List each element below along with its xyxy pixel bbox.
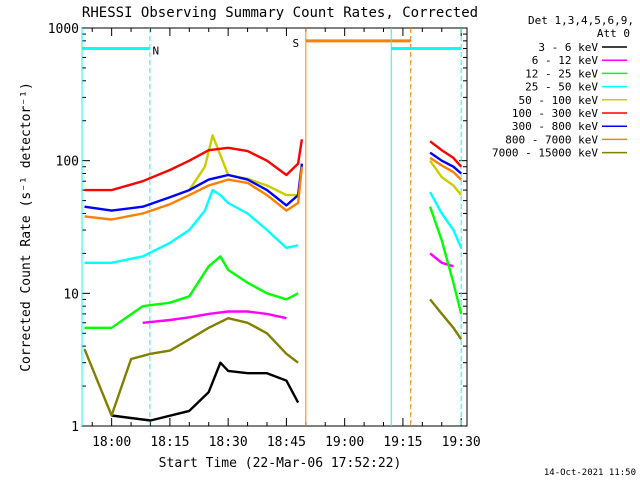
legend-entry-label: 3 - 6 keV	[538, 41, 598, 54]
x-axis-label: Start Time (22-Mar-06 17:52:22)	[159, 456, 402, 471]
y-tick-label: 1	[71, 420, 79, 435]
interval-label: N	[153, 45, 160, 58]
legend-entry-label: 7000 - 15000 keV	[492, 147, 598, 160]
legend-entry-label: 800 - 7000 keV	[505, 133, 598, 146]
series-line	[429, 156, 463, 181]
plot-frame	[81, 27, 468, 427]
legend-entry-label: 25 - 50 keV	[525, 81, 598, 94]
legend-entry-label: 50 - 100 keV	[519, 94, 599, 107]
series-line	[429, 160, 463, 196]
x-tick-label: 18:00	[92, 435, 131, 450]
legend-title-line-1: Det 1,3,4,5,6,9,	[528, 14, 634, 27]
attenuator-intervals: NS	[81, 28, 462, 426]
series-line	[111, 361, 300, 422]
y-axis-label: Corrected Count Rate (s⁻¹ detector⁻¹)	[19, 82, 34, 372]
x-tick-label: 19:30	[442, 435, 481, 450]
x-tick-label: 18:15	[150, 435, 189, 450]
series-line	[84, 163, 304, 212]
x-tick-label: 18:45	[267, 435, 306, 450]
series-lines	[83, 134, 463, 422]
legend-entry-label: 300 - 800 keV	[512, 120, 598, 133]
series-line	[428, 206, 463, 315]
interval-label: S	[293, 37, 300, 50]
y-tick-label: 100	[56, 155, 79, 170]
legend-entry-label: 12 - 25 keV	[525, 67, 598, 80]
series-line	[84, 255, 299, 329]
series-line	[429, 140, 463, 168]
chart-title: RHESSI Observing Summary Count Rates, Co…	[82, 5, 478, 21]
series-line	[429, 151, 462, 175]
series-line	[83, 317, 299, 417]
series-line	[429, 298, 463, 340]
series-line	[142, 310, 287, 324]
series-line	[429, 191, 463, 249]
x-tick-label: 18:30	[209, 435, 248, 450]
y-tick-label: 10	[63, 287, 79, 302]
x-tick-label: 19:00	[325, 435, 364, 450]
legend-entry-label: 100 - 300 keV	[512, 107, 598, 120]
legend-title-line-2: Att 0	[597, 27, 630, 40]
x-tick-label: 19:15	[383, 435, 422, 450]
y-axis: 1 10 100 1000	[48, 22, 467, 435]
series-line	[84, 166, 304, 221]
legend-entry-label: 6 - 12 keV	[532, 54, 599, 67]
series-line	[429, 252, 454, 268]
series-line	[84, 188, 299, 264]
y-tick-label: 1000	[48, 22, 79, 37]
series-line	[84, 139, 304, 192]
timestamp: 14-Oct-2021 11:50	[544, 468, 636, 478]
x-axis: 18:00 18:15 18:30 18:45 19:00 19:15 19:30	[91, 28, 481, 450]
